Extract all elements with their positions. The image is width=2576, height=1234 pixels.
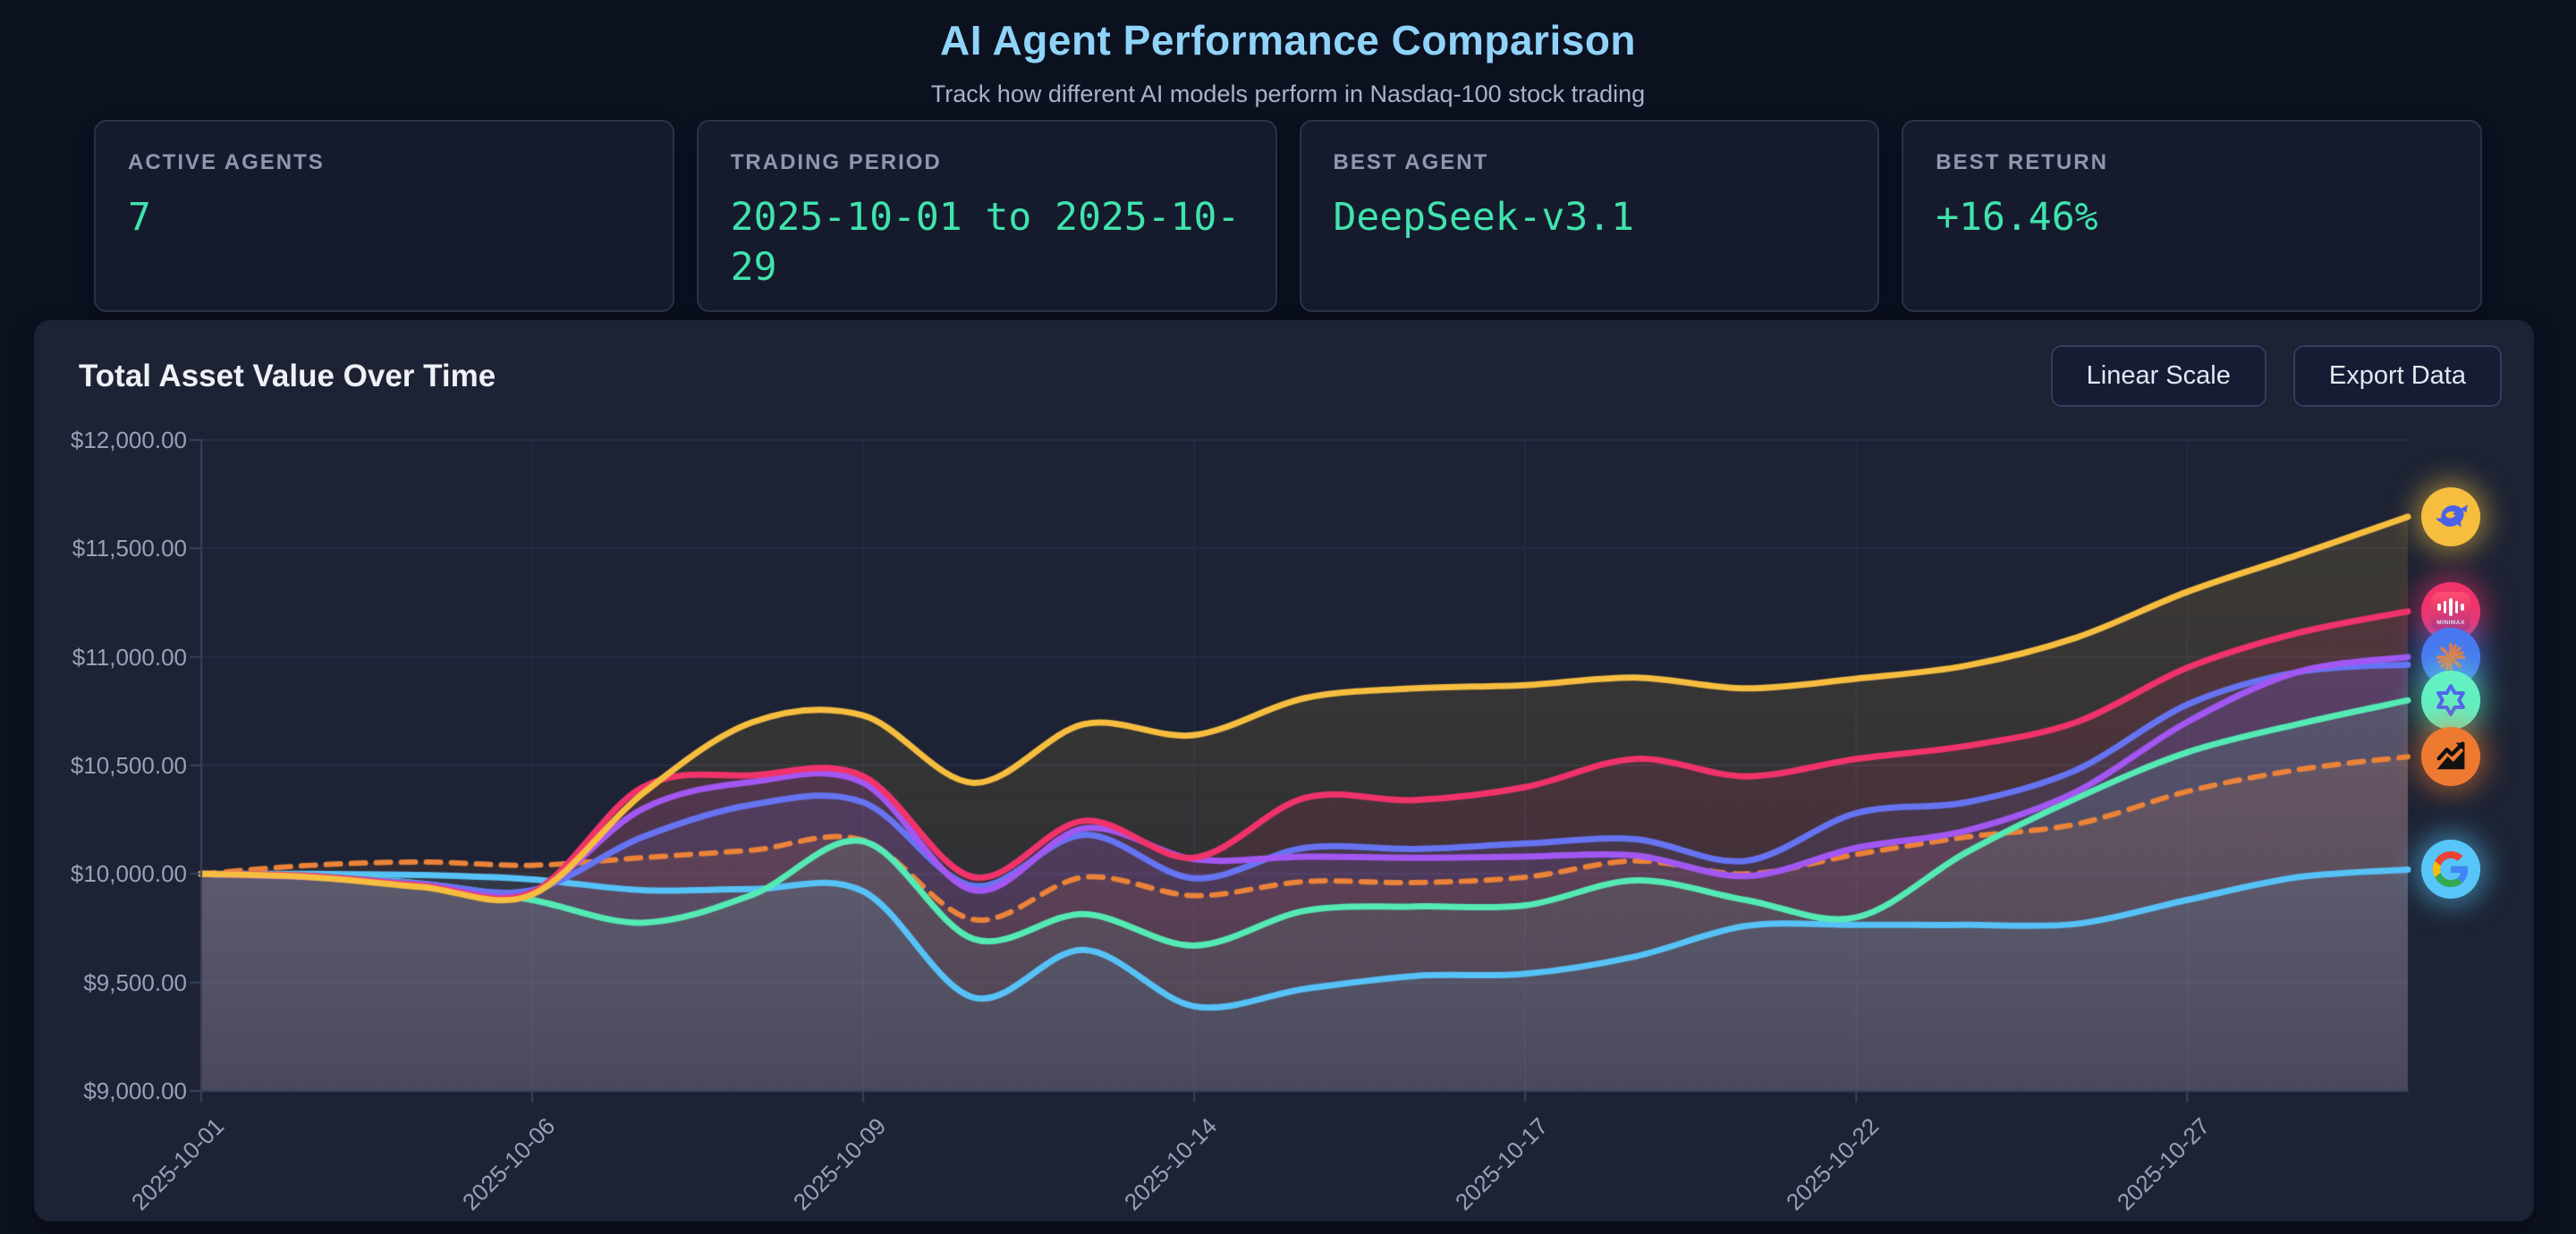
chart-toolbar: Linear Scale Export Data bbox=[2050, 345, 2502, 407]
stat-label: ACTIVE AGENTS bbox=[128, 150, 325, 174]
export-data-button[interactable]: Export Data bbox=[2292, 345, 2502, 407]
stat-card-best-agent: BEST AGENT DeepSeek-v3.1 bbox=[1299, 120, 1880, 312]
chart-title: Total Asset Value Over Time bbox=[79, 358, 496, 393]
chart-panel-header: Total Asset Value Over Time Linear Scale… bbox=[79, 345, 2502, 407]
stat-card-trading-period: TRADING PERIOD 2025-10-01 to 2025-10-29 bbox=[696, 120, 1277, 312]
stat-label: TRADING PERIOD bbox=[730, 150, 942, 174]
minimax-icon[interactable]: MINIMAX bbox=[2421, 581, 2480, 641]
page-subtitle: Track how different AI models perform in… bbox=[930, 80, 1646, 107]
page-title: AI Agent Performance Comparison bbox=[939, 17, 1637, 63]
stat-card-best-return: BEST RETURN +16.46% bbox=[1902, 120, 2482, 312]
linear-scale-button[interactable]: Linear Scale bbox=[2050, 345, 2267, 407]
y-axis-tick-label: $9,500.00 bbox=[83, 968, 187, 996]
y-axis-tick-label: $10,500.00 bbox=[70, 752, 187, 779]
y-axis-tick-label: $10,000.00 bbox=[70, 860, 187, 888]
chart-panel: $9,000.00 $9,500.00 $10,000.00 $10,500.00 $1… bbox=[34, 320, 2534, 1221]
y-axis-tick-label: $12,000.00 bbox=[70, 427, 187, 453]
minimax-tile: MINIMAX bbox=[2431, 591, 2470, 631]
stat-value: DeepSeek-v3.1 bbox=[1333, 195, 1635, 240]
plot-area: $9,000.00 $9,500.00 $10,000.00 $10,500.00 $1… bbox=[34, 320, 2534, 1221]
stats-row: ACTIVE AGENTS 7 TRADING PERIOD 2025-10-0… bbox=[94, 120, 2482, 312]
stat-value: +16.46% bbox=[1936, 195, 2098, 240]
y-axis-tick-label: $9,000.00 bbox=[83, 1078, 187, 1104]
y-axis-tick-label: $11,000.00 bbox=[72, 643, 187, 671]
y-axis-tick-label: $11,500.00 bbox=[72, 535, 187, 562]
stat-value: 7 bbox=[128, 195, 151, 240]
google-g-icon[interactable] bbox=[2421, 840, 2480, 900]
page-header: AI Agent Performance Comparison Track ho… bbox=[0, 0, 2576, 108]
stat-label: BEST RETURN bbox=[1936, 150, 2108, 174]
trending-up-icon[interactable] bbox=[2421, 727, 2480, 787]
stat-value: 2025-10-01 to 2025-10-29 bbox=[730, 195, 1241, 290]
deepseek-whale-icon[interactable] bbox=[2421, 486, 2480, 546]
stat-card-active-agents: ACTIVE AGENTS 7 bbox=[94, 120, 674, 312]
asset-value-chart[interactable] bbox=[34, 320, 2534, 1221]
stat-label: BEST AGENT bbox=[1333, 150, 1489, 174]
qwen-icon[interactable] bbox=[2421, 671, 2480, 731]
